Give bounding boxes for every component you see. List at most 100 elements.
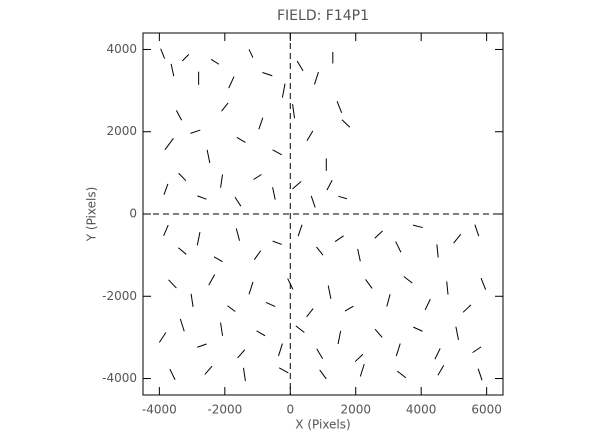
y-axis-label: Y (Pixels) bbox=[85, 187, 99, 243]
whisker bbox=[278, 367, 289, 374]
whisker bbox=[158, 332, 167, 343]
whisker bbox=[258, 117, 264, 130]
whisker bbox=[170, 63, 175, 77]
whisker bbox=[197, 343, 207, 348]
whisker bbox=[314, 71, 319, 85]
whisker bbox=[227, 305, 236, 312]
y-tick-label: 2000 bbox=[106, 124, 137, 138]
x-tick-label: -2000 bbox=[207, 403, 242, 417]
whisker bbox=[256, 330, 266, 337]
whisker bbox=[477, 368, 483, 381]
whisker bbox=[338, 195, 348, 200]
whisker bbox=[357, 248, 361, 262]
whisker bbox=[359, 363, 365, 377]
whisker bbox=[295, 325, 305, 333]
whisker bbox=[234, 196, 242, 207]
whisker bbox=[316, 348, 324, 360]
whisker bbox=[395, 241, 402, 253]
whisker bbox=[319, 369, 327, 380]
whisker bbox=[163, 183, 169, 195]
whisker bbox=[306, 308, 314, 318]
whisker bbox=[235, 228, 241, 241]
whisker bbox=[220, 322, 224, 336]
whisker bbox=[281, 83, 286, 98]
whisker bbox=[164, 138, 174, 151]
whisker bbox=[374, 230, 383, 239]
whisker bbox=[336, 101, 343, 113]
whisker bbox=[206, 149, 211, 164]
whisker bbox=[253, 250, 262, 260]
whisker bbox=[220, 174, 224, 188]
whisker bbox=[437, 365, 445, 376]
whisker bbox=[253, 174, 262, 180]
y-tick-label: -2000 bbox=[102, 289, 137, 303]
whisker bbox=[272, 240, 282, 245]
whisker bbox=[237, 349, 246, 359]
whisker bbox=[446, 281, 449, 295]
x-tick-label: -4000 bbox=[142, 403, 177, 417]
whisker bbox=[262, 72, 273, 77]
x-tick-label: 6000 bbox=[471, 403, 502, 417]
whisker bbox=[296, 60, 304, 72]
whisker bbox=[453, 233, 462, 244]
whisker bbox=[413, 326, 423, 332]
whisker bbox=[316, 246, 324, 256]
x-axis-label: X (Pixels) bbox=[295, 418, 350, 432]
whisker bbox=[395, 343, 401, 357]
whisker bbox=[175, 110, 183, 121]
y-tick-label: -4000 bbox=[102, 371, 137, 385]
whisker bbox=[292, 104, 296, 119]
whisker bbox=[292, 181, 302, 190]
whisker bbox=[163, 224, 169, 236]
whisker bbox=[403, 276, 413, 284]
whisker bbox=[354, 353, 364, 363]
whisker bbox=[196, 232, 201, 246]
whisker bbox=[310, 195, 316, 208]
whisker bbox=[306, 130, 314, 142]
whisker bbox=[297, 224, 303, 237]
whisker bbox=[169, 368, 176, 380]
whisker bbox=[178, 172, 187, 182]
whisker bbox=[179, 318, 185, 332]
x-tick-label: 2000 bbox=[340, 403, 371, 417]
whisker bbox=[472, 346, 482, 354]
whisker bbox=[337, 330, 342, 345]
whisker bbox=[327, 285, 332, 299]
whisker bbox=[181, 54, 190, 62]
whisker bbox=[462, 304, 472, 313]
whisker bbox=[326, 180, 333, 191]
whisker bbox=[344, 305, 354, 312]
whisker bbox=[272, 187, 276, 200]
whisker bbox=[248, 281, 254, 295]
whisker bbox=[334, 235, 344, 242]
whisker bbox=[178, 247, 187, 255]
chart-title: FIELD: F14P1 bbox=[277, 8, 369, 24]
whisker bbox=[197, 195, 207, 200]
whisker bbox=[287, 278, 294, 290]
whisker bbox=[396, 370, 407, 379]
whisker bbox=[265, 301, 276, 308]
whisker bbox=[434, 348, 441, 360]
whisker bbox=[221, 102, 229, 112]
x-tick-label: 4000 bbox=[406, 403, 437, 417]
whisker bbox=[386, 294, 391, 307]
y-tick-label: 0 bbox=[129, 207, 137, 221]
whisker bbox=[248, 49, 254, 58]
x-tick-label: 0 bbox=[286, 403, 294, 417]
whisker bbox=[455, 326, 459, 340]
whisker bbox=[272, 149, 283, 156]
whisker bbox=[210, 58, 220, 65]
whisker bbox=[242, 367, 246, 382]
whisker bbox=[374, 328, 383, 338]
whisker bbox=[168, 279, 177, 289]
whisker bbox=[412, 224, 423, 229]
whisker bbox=[436, 244, 439, 258]
whisker bbox=[190, 293, 194, 308]
whisker bbox=[341, 119, 351, 128]
whisker bbox=[190, 129, 201, 134]
whisker bbox=[204, 365, 213, 375]
whisker bbox=[213, 256, 223, 263]
whisker bbox=[236, 137, 246, 143]
whisker bbox=[424, 298, 431, 311]
